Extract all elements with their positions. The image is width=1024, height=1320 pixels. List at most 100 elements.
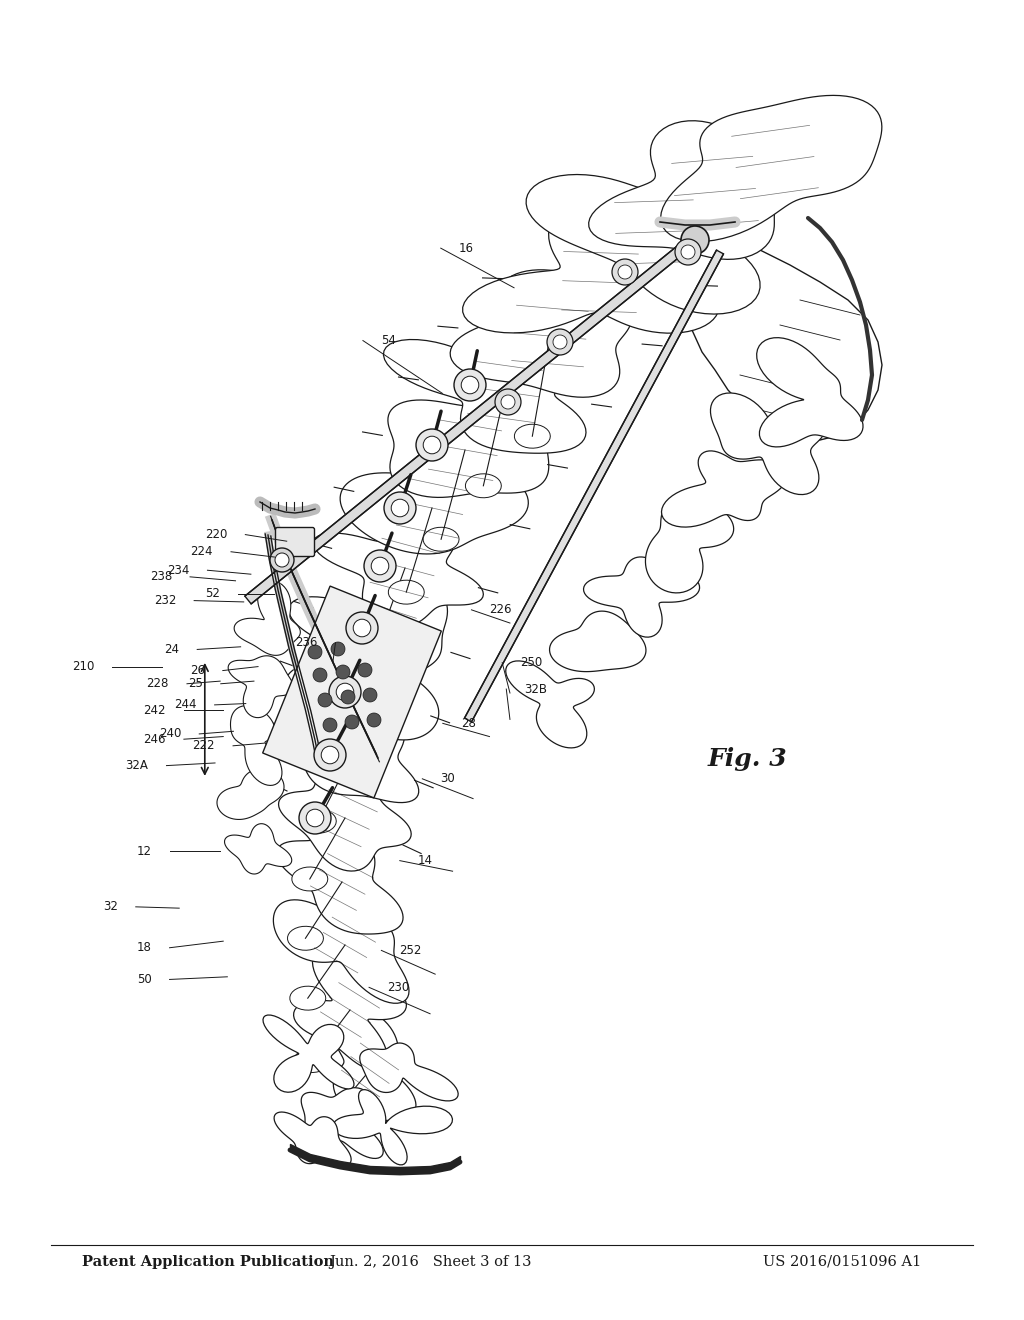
- Polygon shape: [526, 173, 760, 314]
- Polygon shape: [660, 95, 882, 242]
- Polygon shape: [550, 611, 646, 672]
- Text: 28: 28: [461, 717, 476, 730]
- Circle shape: [323, 718, 337, 733]
- Polygon shape: [388, 400, 549, 498]
- Circle shape: [364, 550, 396, 582]
- Circle shape: [461, 376, 479, 393]
- Polygon shape: [358, 635, 394, 659]
- Polygon shape: [388, 581, 424, 605]
- Polygon shape: [230, 706, 282, 785]
- Text: 220: 220: [205, 528, 227, 541]
- Polygon shape: [514, 424, 550, 449]
- Text: 30: 30: [440, 772, 455, 785]
- Text: 240: 240: [159, 727, 181, 741]
- Circle shape: [314, 739, 346, 771]
- Circle shape: [313, 668, 327, 682]
- Text: 228: 228: [146, 677, 169, 690]
- Text: 210: 210: [72, 660, 94, 673]
- Polygon shape: [465, 249, 724, 722]
- Text: 16: 16: [459, 242, 474, 255]
- Circle shape: [423, 436, 440, 454]
- Polygon shape: [711, 393, 825, 495]
- Polygon shape: [589, 120, 847, 259]
- Polygon shape: [274, 1111, 351, 1166]
- Polygon shape: [289, 577, 447, 678]
- Polygon shape: [359, 1043, 458, 1101]
- Polygon shape: [273, 900, 409, 1003]
- Circle shape: [454, 370, 486, 401]
- Polygon shape: [245, 234, 698, 603]
- Polygon shape: [314, 750, 350, 774]
- Text: 246: 246: [143, 733, 166, 746]
- Circle shape: [322, 746, 339, 764]
- Polygon shape: [333, 1089, 453, 1164]
- Polygon shape: [313, 503, 483, 628]
- Circle shape: [553, 335, 567, 348]
- Circle shape: [353, 619, 371, 636]
- Circle shape: [367, 713, 381, 727]
- Circle shape: [345, 715, 359, 729]
- Polygon shape: [300, 809, 336, 833]
- Text: 230: 230: [387, 981, 410, 994]
- Polygon shape: [757, 338, 863, 447]
- Circle shape: [501, 395, 515, 409]
- Circle shape: [331, 642, 345, 656]
- Text: 232: 232: [154, 594, 176, 607]
- Polygon shape: [301, 1088, 383, 1159]
- Polygon shape: [292, 867, 328, 891]
- Polygon shape: [340, 467, 528, 554]
- Polygon shape: [224, 824, 292, 874]
- Text: 24: 24: [164, 643, 179, 656]
- Circle shape: [384, 492, 416, 524]
- Circle shape: [336, 665, 350, 678]
- Polygon shape: [383, 334, 589, 453]
- Text: 50: 50: [137, 973, 152, 986]
- Polygon shape: [276, 832, 403, 935]
- Circle shape: [416, 429, 449, 461]
- Circle shape: [675, 239, 701, 265]
- Polygon shape: [463, 202, 719, 333]
- Text: 25: 25: [187, 677, 203, 690]
- Polygon shape: [506, 661, 594, 748]
- Text: 32A: 32A: [126, 759, 148, 772]
- Polygon shape: [466, 474, 502, 498]
- Text: 250: 250: [520, 656, 543, 669]
- Polygon shape: [584, 557, 699, 638]
- Polygon shape: [333, 692, 369, 715]
- Circle shape: [336, 684, 354, 701]
- Polygon shape: [279, 763, 412, 871]
- Text: 236: 236: [295, 636, 317, 649]
- Polygon shape: [688, 230, 882, 440]
- Circle shape: [391, 499, 409, 517]
- Text: 32B: 32B: [524, 682, 547, 696]
- Polygon shape: [294, 949, 407, 1071]
- Circle shape: [681, 226, 709, 253]
- Polygon shape: [288, 927, 324, 950]
- Polygon shape: [262, 586, 441, 797]
- Circle shape: [346, 612, 378, 644]
- Circle shape: [306, 809, 324, 826]
- Circle shape: [371, 557, 389, 574]
- FancyBboxPatch shape: [275, 528, 314, 557]
- Polygon shape: [662, 451, 787, 527]
- Text: 52: 52: [205, 587, 220, 601]
- Circle shape: [681, 246, 695, 259]
- Polygon shape: [645, 496, 733, 593]
- Text: 224: 224: [190, 545, 213, 558]
- Text: 242: 242: [143, 704, 166, 717]
- Text: 54: 54: [381, 334, 396, 347]
- Circle shape: [612, 259, 638, 285]
- Text: 234: 234: [167, 564, 189, 577]
- Polygon shape: [290, 986, 326, 1010]
- Circle shape: [308, 645, 322, 659]
- Circle shape: [547, 329, 573, 355]
- Text: Jun. 2, 2016   Sheet 3 of 13: Jun. 2, 2016 Sheet 3 of 13: [329, 1255, 531, 1269]
- Text: 226: 226: [489, 603, 512, 616]
- Polygon shape: [286, 643, 438, 741]
- Circle shape: [358, 663, 372, 677]
- Polygon shape: [228, 656, 294, 718]
- Text: 12: 12: [136, 845, 152, 858]
- Polygon shape: [278, 710, 419, 803]
- Text: US 2016/0151096 A1: US 2016/0151096 A1: [763, 1255, 922, 1269]
- Circle shape: [275, 553, 289, 568]
